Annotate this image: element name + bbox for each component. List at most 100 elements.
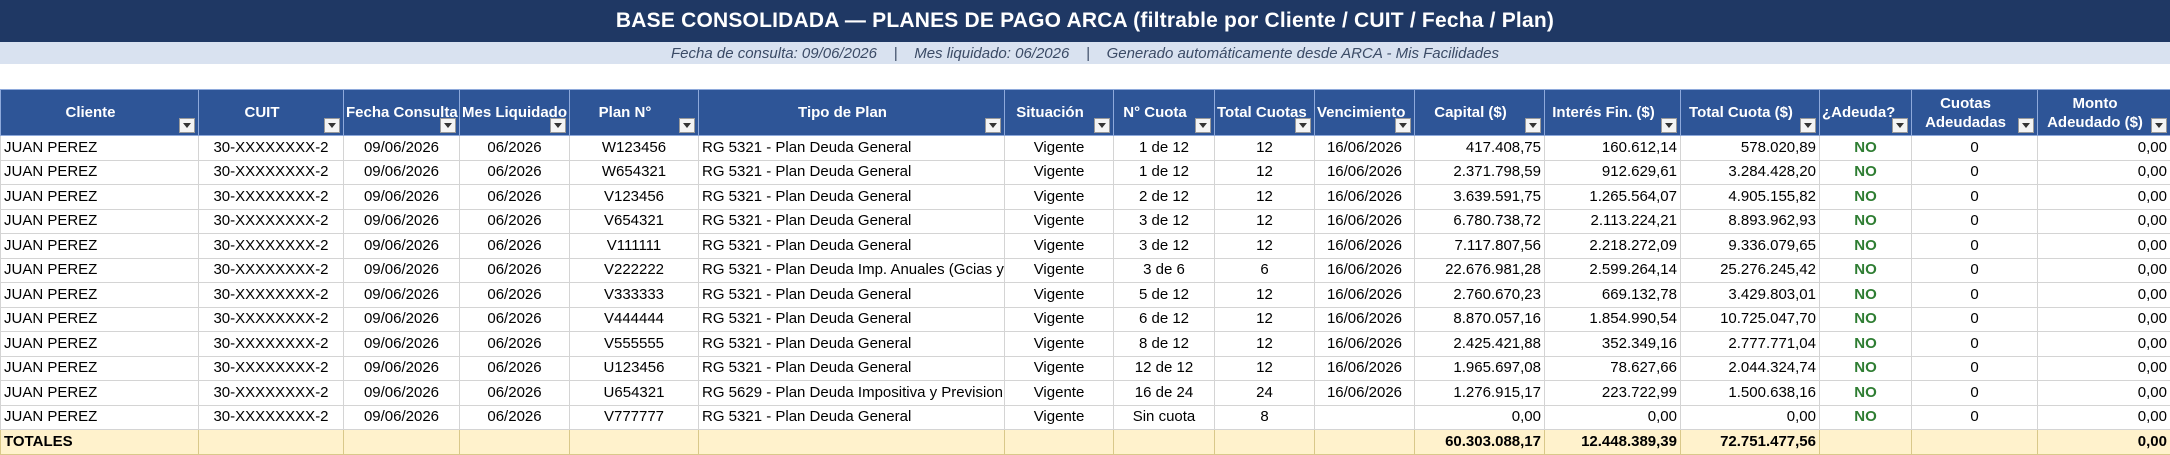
- table-cell[interactable]: 9.336.079,65: [1681, 234, 1820, 259]
- table-cell[interactable]: 12: [1215, 356, 1315, 381]
- table-cell[interactable]: 16/06/2026: [1315, 185, 1415, 210]
- table-cell[interactable]: 3 de 6: [1114, 258, 1215, 283]
- table-cell[interactable]: 16/06/2026: [1315, 258, 1415, 283]
- filter-dropdown-button[interactable]: [1800, 118, 1816, 133]
- table-cell[interactable]: 0,00: [2038, 185, 2170, 210]
- table-cell[interactable]: 12: [1215, 185, 1315, 210]
- filter-dropdown-button[interactable]: [985, 118, 1001, 133]
- table-cell[interactable]: 16 de 24: [1114, 381, 1215, 406]
- table-cell[interactable]: 2.113.224,21: [1545, 209, 1681, 234]
- table-cell[interactable]: Vigente: [1005, 234, 1114, 259]
- totals-cell[interactable]: [570, 430, 699, 455]
- table-cell[interactable]: 24: [1215, 381, 1315, 406]
- table-cell[interactable]: RG 5321 - Plan Deuda General: [699, 332, 1005, 357]
- filter-dropdown-button[interactable]: [1094, 118, 1110, 133]
- table-cell[interactable]: 06/2026: [460, 283, 570, 308]
- table-cell[interactable]: RG 5321 - Plan Deuda General: [699, 234, 1005, 259]
- filter-dropdown-button[interactable]: [1395, 118, 1411, 133]
- table-cell[interactable]: RG 5321 - Plan Deuda General: [699, 136, 1005, 161]
- filter-dropdown-button[interactable]: [1892, 118, 1908, 133]
- table-cell[interactable]: 8.870.057,16: [1415, 307, 1545, 332]
- table-cell[interactable]: NO: [1820, 307, 1912, 332]
- table-cell[interactable]: 0,00: [2038, 160, 2170, 185]
- table-cell[interactable]: 12: [1215, 307, 1315, 332]
- table-cell[interactable]: 16/06/2026: [1315, 307, 1415, 332]
- table-cell[interactable]: 30-XXXXXXXX-2: [199, 405, 344, 430]
- table-cell[interactable]: NO: [1820, 258, 1912, 283]
- totals-cell[interactable]: 12.448.389,39: [1545, 430, 1681, 455]
- table-cell[interactable]: 0,00: [1681, 405, 1820, 430]
- table-cell[interactable]: NO: [1820, 160, 1912, 185]
- table-cell[interactable]: W123456: [570, 136, 699, 161]
- filter-dropdown-button[interactable]: [440, 118, 456, 133]
- table-cell[interactable]: 3 de 12: [1114, 234, 1215, 259]
- table-cell[interactable]: JUAN PEREZ: [1, 283, 199, 308]
- table-cell[interactable]: 6: [1215, 258, 1315, 283]
- filter-dropdown-button[interactable]: [1195, 118, 1211, 133]
- table-cell[interactable]: 12: [1215, 136, 1315, 161]
- table-cell[interactable]: Vigente: [1005, 381, 1114, 406]
- table-cell[interactable]: U123456: [570, 356, 699, 381]
- table-cell[interactable]: 0,00: [2038, 332, 2170, 357]
- totals-cell[interactable]: [199, 430, 344, 455]
- table-cell[interactable]: JUAN PEREZ: [1, 185, 199, 210]
- filter-dropdown-button[interactable]: [324, 118, 340, 133]
- table-cell[interactable]: 30-XXXXXXXX-2: [199, 332, 344, 357]
- table-cell[interactable]: 2.777.771,04: [1681, 332, 1820, 357]
- table-cell[interactable]: NO: [1820, 332, 1912, 357]
- table-cell[interactable]: JUAN PEREZ: [1, 332, 199, 357]
- table-cell[interactable]: 30-XXXXXXXX-2: [199, 185, 344, 210]
- table-cell[interactable]: U654321: [570, 381, 699, 406]
- table-cell[interactable]: 0,00: [2038, 258, 2170, 283]
- filter-dropdown-button[interactable]: [550, 118, 566, 133]
- table-cell[interactable]: 16/06/2026: [1315, 356, 1415, 381]
- table-cell[interactable]: 912.629,61: [1545, 160, 1681, 185]
- table-cell[interactable]: Vigente: [1005, 307, 1114, 332]
- table-cell[interactable]: 1.265.564,07: [1545, 185, 1681, 210]
- totals-cell[interactable]: [460, 430, 570, 455]
- table-cell[interactable]: 0,00: [2038, 283, 2170, 308]
- table-cell[interactable]: RG 5321 - Plan Deuda General: [699, 160, 1005, 185]
- table-cell[interactable]: 12: [1215, 283, 1315, 308]
- table-cell[interactable]: 0,00: [1415, 405, 1545, 430]
- table-cell[interactable]: W654321: [570, 160, 699, 185]
- table-cell[interactable]: Vigente: [1005, 136, 1114, 161]
- table-cell[interactable]: 0,00: [2038, 234, 2170, 259]
- table-cell[interactable]: 16/06/2026: [1315, 209, 1415, 234]
- table-cell[interactable]: 16/06/2026: [1315, 381, 1415, 406]
- table-cell[interactable]: 09/06/2026: [344, 136, 460, 161]
- table-cell[interactable]: 3.284.428,20: [1681, 160, 1820, 185]
- table-cell[interactable]: 16/06/2026: [1315, 234, 1415, 259]
- totals-cell[interactable]: [1215, 430, 1315, 455]
- table-cell[interactable]: 12 de 12: [1114, 356, 1215, 381]
- table-cell[interactable]: 30-XXXXXXXX-2: [199, 160, 344, 185]
- table-cell[interactable]: 352.349,16: [1545, 332, 1681, 357]
- table-cell[interactable]: Vigente: [1005, 283, 1114, 308]
- table-cell[interactable]: 09/06/2026: [344, 283, 460, 308]
- table-cell[interactable]: 10.725.047,70: [1681, 307, 1820, 332]
- table-cell[interactable]: RG 5321 - Plan Deuda General: [699, 185, 1005, 210]
- table-cell[interactable]: 09/06/2026: [344, 258, 460, 283]
- table-cell[interactable]: Vigente: [1005, 405, 1114, 430]
- table-cell[interactable]: 09/06/2026: [344, 332, 460, 357]
- table-cell[interactable]: NO: [1820, 283, 1912, 308]
- table-cell[interactable]: 0: [1912, 356, 2038, 381]
- table-cell[interactable]: 06/2026: [460, 185, 570, 210]
- table-cell[interactable]: 1 de 12: [1114, 136, 1215, 161]
- totals-label[interactable]: TOTALES: [1, 430, 199, 455]
- totals-cell[interactable]: 72.751.477,56: [1681, 430, 1820, 455]
- table-cell[interactable]: V333333: [570, 283, 699, 308]
- filter-dropdown-button[interactable]: [679, 118, 695, 133]
- table-cell[interactable]: 3.429.803,01: [1681, 283, 1820, 308]
- table-cell[interactable]: 2.425.421,88: [1415, 332, 1545, 357]
- table-cell[interactable]: 09/06/2026: [344, 209, 460, 234]
- table-cell[interactable]: Vigente: [1005, 356, 1114, 381]
- table-cell[interactable]: 3.639.591,75: [1415, 185, 1545, 210]
- table-cell[interactable]: 2.044.324,74: [1681, 356, 1820, 381]
- table-cell[interactable]: JUAN PEREZ: [1, 307, 199, 332]
- table-cell[interactable]: 30-XXXXXXXX-2: [199, 356, 344, 381]
- table-cell[interactable]: 12: [1215, 209, 1315, 234]
- table-cell[interactable]: 1.276.915,17: [1415, 381, 1545, 406]
- totals-cell[interactable]: 60.303.088,17: [1415, 430, 1545, 455]
- table-cell[interactable]: 06/2026: [460, 307, 570, 332]
